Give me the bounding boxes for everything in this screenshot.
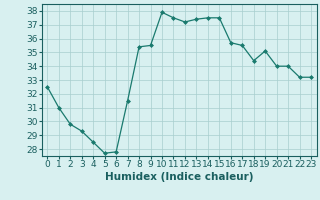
X-axis label: Humidex (Indice chaleur): Humidex (Indice chaleur) (105, 172, 253, 182)
